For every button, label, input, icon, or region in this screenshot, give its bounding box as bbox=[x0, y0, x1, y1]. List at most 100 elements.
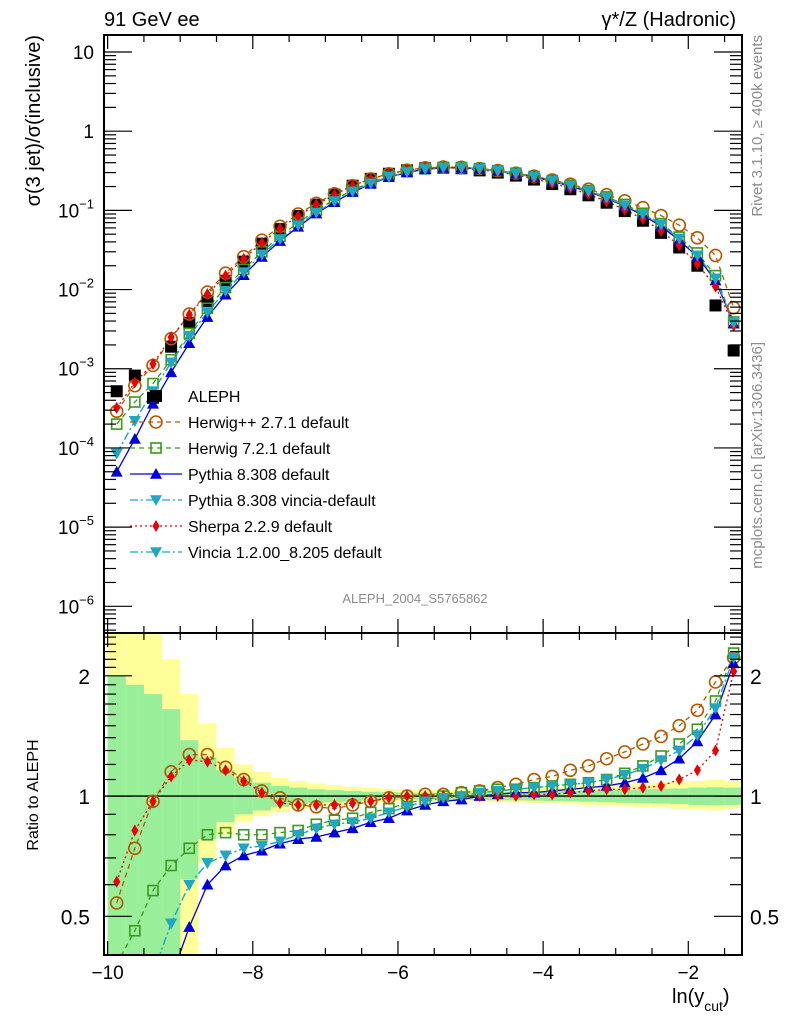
legend-label: Herwig 7.2.1 default bbox=[188, 441, 331, 458]
ratio-point-vincia-1-2-00-8-205-default bbox=[382, 807, 395, 819]
stat-uncertainty-band bbox=[162, 709, 181, 955]
y-axis-label-ratio: Ratio to ALEPH bbox=[25, 739, 42, 850]
main-point-vincia-1-2-00-8-205-default bbox=[419, 164, 432, 176]
ratio-point-sherpa-2-2-9-default bbox=[675, 773, 683, 786]
y-tick-label-ratio-left: 0.5 bbox=[61, 906, 90, 929]
ratio-point-sherpa-2-2-9-default bbox=[621, 783, 629, 796]
main-point-vincia-1-2-00-8-205-default bbox=[292, 220, 305, 232]
main-point-vincia-1-2-00-8-205-default bbox=[691, 250, 704, 262]
main-point-vincia-1-2-00-8-205-default bbox=[546, 176, 559, 187]
y-tick-label-ratio-left: 1 bbox=[78, 786, 90, 809]
title-left: 91 GeV ee bbox=[104, 9, 200, 31]
main-point-vincia-1-2-00-8-205-default bbox=[600, 192, 613, 204]
x-axis-label-close: ) bbox=[723, 986, 730, 1008]
main-point-vincia-1-2-00-8-205-default bbox=[219, 286, 232, 297]
main-point-pythia-8-308-default bbox=[146, 397, 159, 409]
ratio-point-vincia-1-2-00-8-205-default bbox=[147, 968, 159, 979]
ratio-point-sherpa-2-2-9-default bbox=[657, 779, 665, 792]
y-tick-label-ratio-right: 1 bbox=[750, 786, 762, 809]
stat-uncertainty-band bbox=[143, 694, 163, 955]
main-point-sherpa-2-2-9-default bbox=[167, 331, 175, 344]
ratio-point-vincia-1-2-00-8-205-default bbox=[546, 781, 559, 792]
ratio-point-herwig-2-7-1-default bbox=[109, 896, 124, 910]
analysis-id-label: ALEPH_2004_S5765862 bbox=[342, 591, 487, 606]
main-line-sherpa-2-2-9-default bbox=[116, 167, 735, 409]
ratio-point-sherpa-2-2-9-default bbox=[330, 798, 339, 811]
ratio-point-sherpa-2-2-9-default bbox=[730, 665, 738, 678]
main-point-sherpa-2-2-9-default bbox=[113, 401, 121, 414]
main-point-vincia-1-2-00-8-205-default bbox=[509, 168, 522, 180]
main-point-herwig-2-7-1-default bbox=[708, 248, 723, 263]
main-point-vincia-1-2-00-8-205-default bbox=[364, 178, 377, 190]
ratio-point-herwig-7-2-1-default bbox=[237, 828, 250, 841]
main-point-vincia-1-2-00-8-205-default bbox=[274, 234, 287, 246]
ratio-point-herwig-2-7-1-default bbox=[636, 737, 650, 751]
main-point-sherpa-2-2-9-default bbox=[693, 258, 701, 271]
ratio-point-pythia-8-308-default bbox=[310, 830, 323, 842]
main-point-vincia-1-2-00-8-205-default bbox=[636, 209, 649, 221]
ratio-point-vincia-1-2-00-8-205-default bbox=[491, 786, 504, 797]
ratio-point-sherpa-2-2-9-default bbox=[639, 781, 647, 794]
legend-entry-pythia-8-308-vincia-default: Pythia 8.308 vincia-default bbox=[130, 493, 376, 510]
main-point-aleph bbox=[709, 299, 722, 312]
x-axis-label: ln(ycut) bbox=[672, 986, 730, 1014]
legend-marker-swatch bbox=[152, 520, 160, 532]
main-point-pythia-8-308-default bbox=[183, 337, 196, 349]
main-point-sherpa-2-2-9-default bbox=[149, 357, 157, 370]
ratio-point-herwig-2-7-1-default bbox=[654, 729, 668, 744]
legend-entry-sherpa-2-2-9-default: Sherpa 2.2.9 default bbox=[130, 519, 333, 536]
x-tick-label: −8 bbox=[242, 963, 264, 984]
legend-entry-aleph: ALEPH bbox=[150, 389, 240, 406]
y-tick-label-main: 10−5 bbox=[58, 513, 94, 539]
ratio-point-sherpa-2-2-9-default bbox=[203, 755, 212, 768]
y-tick-label-main: 10−6 bbox=[58, 592, 94, 618]
ratio-point-herwig-7-2-1-default bbox=[147, 884, 159, 897]
main-point-vincia-1-2-00-8-205-default bbox=[655, 219, 668, 231]
ratio-point-herwig-7-2-1-default bbox=[219, 826, 232, 839]
ratio-point-pythia-8-308-default bbox=[636, 771, 649, 783]
ratio-point-herwig-7-2-1-default bbox=[256, 828, 268, 841]
main-point-vincia-1-2-00-8-205-default bbox=[491, 165, 504, 177]
main-line-herwig-7-2-1-default bbox=[116, 166, 735, 425]
ratio-point-vincia-1-2-00-8-205-default bbox=[201, 858, 214, 869]
main-point-sherpa-2-2-9-default bbox=[312, 198, 320, 211]
main-point-sherpa-2-2-9-default bbox=[276, 222, 284, 235]
main-point-sherpa-2-2-9-default bbox=[240, 252, 248, 265]
main-line-herwig-2-7-1-default bbox=[116, 166, 735, 412]
ratio-point-vincia-1-2-00-8-205-default bbox=[455, 791, 468, 803]
ratio-point-sherpa-2-2-9-default bbox=[385, 791, 393, 804]
main-point-sherpa-2-2-9-default bbox=[675, 239, 683, 252]
ratio-point-vincia-1-2-00-8-205-default bbox=[709, 703, 722, 715]
main-point-vincia-1-2-00-8-205-default bbox=[237, 267, 250, 279]
ratio-point-herwig-7-2-1-default bbox=[129, 924, 141, 937]
x-tick-label: −6 bbox=[387, 963, 409, 984]
ratio-point-sherpa-2-2-9-default bbox=[149, 795, 157, 808]
ratio-point-sherpa-2-2-9-default bbox=[131, 824, 139, 837]
x-axis-label-sub: cut bbox=[704, 998, 723, 1014]
y-tick-label-ratio-right: 2 bbox=[750, 666, 762, 689]
y-axis-label-main: σ(3 jet)/σ(inclusive) bbox=[23, 35, 45, 206]
ratio-point-herwig-2-7-1-default bbox=[617, 745, 632, 759]
ratio-point-sherpa-2-2-9-default bbox=[530, 788, 538, 801]
ratio-point-vincia-1-2-00-8-205-default bbox=[255, 841, 268, 852]
main-point-sherpa-2-2-9-default bbox=[221, 269, 230, 282]
ratio-point-herwig-2-7-1-default bbox=[128, 841, 142, 856]
x-tick-label: −10 bbox=[92, 963, 124, 984]
main-point-sherpa-2-2-9-default bbox=[203, 287, 212, 300]
ratio-point-vincia-1-2-00-8-205-default bbox=[673, 745, 686, 757]
main-point-aleph bbox=[110, 385, 123, 398]
x-tick-label: −2 bbox=[677, 963, 699, 984]
ratio-point-vincia-1-2-00-8-205-default bbox=[727, 652, 740, 664]
ratio-point-herwig-2-7-1-default bbox=[581, 759, 596, 773]
ratio-point-sherpa-2-2-9-default bbox=[693, 764, 701, 777]
main-point-sherpa-2-2-9-default bbox=[330, 188, 339, 201]
ratio-point-sherpa-2-2-9-default bbox=[113, 875, 121, 888]
ratio-point-vincia-1-2-00-8-205-default bbox=[437, 793, 450, 804]
legend-entry-herwig-2-7-1-default: Herwig++ 2.7.1 default bbox=[130, 415, 350, 432]
ratio-point-pythia-8-308-default bbox=[655, 764, 668, 776]
stat-uncertainty-band bbox=[125, 684, 144, 955]
y-tick-label-main: 10−2 bbox=[58, 276, 94, 302]
ratio-point-sherpa-2-2-9-default bbox=[276, 797, 284, 810]
main-point-herwig-2-7-1-default bbox=[690, 231, 705, 245]
